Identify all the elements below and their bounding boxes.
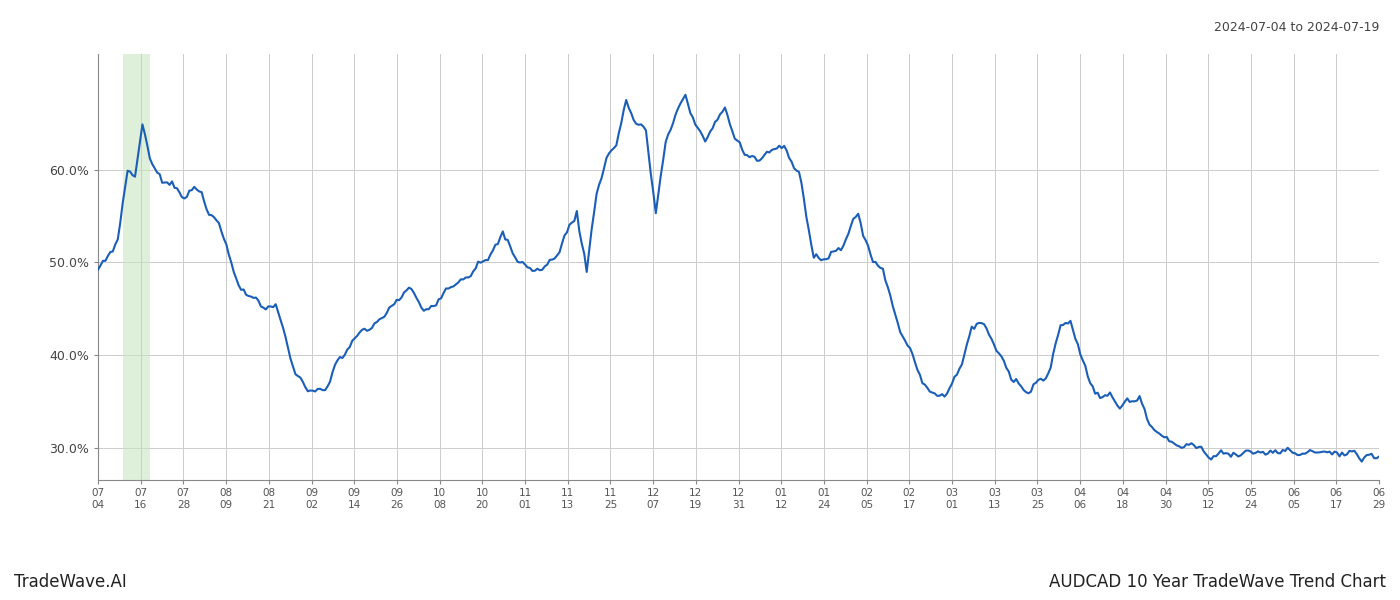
Bar	[123, 54, 150, 480]
Text: TradeWave.AI: TradeWave.AI	[14, 573, 127, 591]
Text: AUDCAD 10 Year TradeWave Trend Chart: AUDCAD 10 Year TradeWave Trend Chart	[1049, 573, 1386, 591]
Text: 2024-07-04 to 2024-07-19: 2024-07-04 to 2024-07-19	[1214, 21, 1379, 34]
